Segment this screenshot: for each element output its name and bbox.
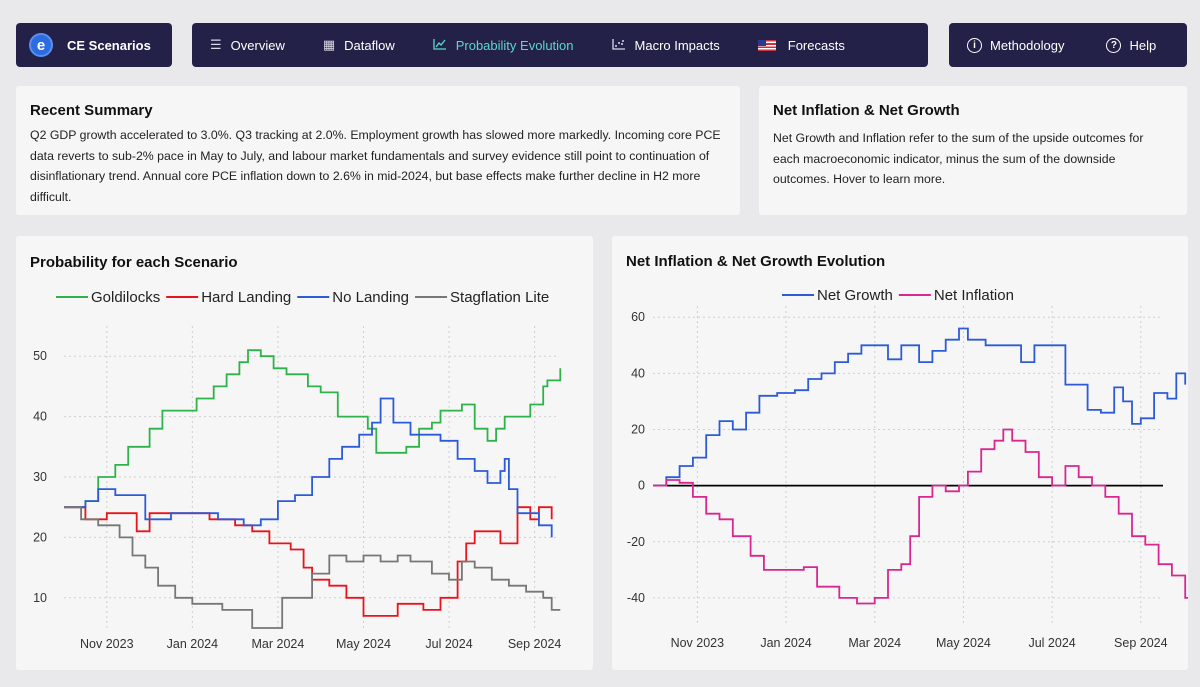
chart-legend: Net Growth Net Inflation <box>782 287 1014 304</box>
x-tick-label: May 2024 <box>936 636 991 650</box>
series-line-net-growth[interactable] <box>653 327 1187 487</box>
y-tick-label: 40 <box>631 366 645 380</box>
info-icon: i <box>967 37 982 53</box>
nav-item-forecasts[interactable]: Forecasts <box>757 37 845 53</box>
x-tick-label: Jan 2024 <box>167 637 218 651</box>
y-tick-label: 20 <box>33 530 47 544</box>
series-line-goldilocks[interactable] <box>64 349 562 509</box>
line-chart-icon <box>433 38 447 53</box>
probability-chart[interactable]: 10 20 30 40 50 Nov 2023 Jan 2024 Mar 2024 May 20… <box>16 236 593 670</box>
recent-summary-card: Recent Summary Q2 GDP growth accelerated… <box>16 86 740 215</box>
help-icon: ? <box>1106 37 1122 53</box>
x-tick-label: Mar 2024 <box>848 636 901 650</box>
brand-name: CE Scenarios <box>67 37 151 53</box>
right-nav: i Methodology ? Help <box>949 23 1187 67</box>
x-tick-label: Sep 2024 <box>508 637 562 651</box>
nav-item-overview[interactable]: ☰ Overview <box>210 37 285 53</box>
y-tick-label: -40 <box>627 591 645 605</box>
y-tick-label: 40 <box>33 410 47 424</box>
x-tick-label: Jul 2024 <box>425 637 472 651</box>
menu-icon: ☰ <box>210 37 222 52</box>
chart-legend: Goldilocks Hard Landing No Landing Stagflat… <box>56 289 549 306</box>
nav-item-macro-impacts[interactable]: Macro Impacts <box>611 37 720 53</box>
x-tick-label: Nov 2023 <box>671 636 725 650</box>
x-tick-label: Mar 2024 <box>252 637 305 651</box>
y-tick-label: 30 <box>33 470 47 484</box>
series-line-stagflation-lite[interactable] <box>64 506 561 629</box>
x-tick-label: Nov 2023 <box>80 637 134 651</box>
y-tick-label: -20 <box>627 535 645 549</box>
nav-item-label: Dataflow <box>344 37 395 53</box>
ce-logo-icon: e <box>29 33 53 57</box>
y-tick-label: 0 <box>638 479 645 493</box>
us-flag-icon <box>757 39 776 51</box>
probability-chart-title: Probability for each Scenario <box>30 254 238 271</box>
methodology-link[interactable]: i Methodology <box>967 37 1065 53</box>
series-line-hard-landing[interactable] <box>64 506 553 617</box>
net-info-card[interactable]: Net Inflation & Net Growth Net Growth an… <box>759 86 1187 215</box>
help-label: Help <box>1129 37 1157 53</box>
net-evolution-chart-title: Net Inflation & Net Growth Evolution <box>626 253 886 270</box>
net-evolution-chart[interactable]: -40 -20 0 20 40 60 Nov 2023 Jan 2024 Mar 2024 May… <box>612 236 1188 670</box>
legend-label[interactable]: No Landing <box>332 289 409 306</box>
legend-label[interactable]: Net Inflation <box>934 287 1014 304</box>
summary-title: Recent Summary <box>30 102 153 119</box>
probability-chart-card: Probability for each Scenario 10 20 30 40 50… <box>16 236 593 670</box>
nav-item-label: Probability Evolution <box>455 37 574 53</box>
y-tick-label: 50 <box>33 349 47 363</box>
scatter-chart-icon <box>611 38 626 53</box>
main-nav: ☰ Overview ▦ Dataflow Probability Evolut… <box>192 23 928 67</box>
net-evolution-chart-card: Net Inflation & Net Growth Evolution -40… <box>612 236 1188 670</box>
legend-label[interactable]: Stagflation Lite <box>450 289 549 306</box>
series-line-no-landing[interactable] <box>64 397 553 538</box>
methodology-label: Methodology <box>990 37 1065 53</box>
legend-label[interactable]: Net Growth <box>817 287 893 304</box>
nav-item-label: Macro Impacts <box>634 37 720 53</box>
nav-item-label: Forecasts <box>787 37 845 53</box>
legend-label[interactable]: Hard Landing <box>201 289 291 306</box>
x-tick-label: Sep 2024 <box>1114 636 1168 650</box>
net-info-title: Net Inflation & Net Growth <box>773 102 960 119</box>
brand-bar[interactable]: e CE Scenarios <box>16 23 172 67</box>
help-link[interactable]: ? Help <box>1106 37 1157 53</box>
summary-text: Q2 GDP growth accelerated to 3.0%. Q3 tr… <box>30 128 721 204</box>
y-tick-label: 20 <box>631 423 645 437</box>
x-tick-label: May 2024 <box>336 637 391 651</box>
nav-item-probability-evolution[interactable]: Probability Evolution <box>433 38 574 53</box>
nav-item-dataflow[interactable]: ▦ Dataflow <box>323 37 395 53</box>
legend-label[interactable]: Goldilocks <box>91 289 160 306</box>
nav-item-label: Overview <box>230 37 285 53</box>
y-tick-label: 10 <box>33 591 47 605</box>
y-tick-label: 60 <box>631 310 645 324</box>
series-line-net-inflation[interactable] <box>653 428 1188 610</box>
x-tick-label: Jan 2024 <box>760 636 811 650</box>
table-icon: ▦ <box>322 37 336 52</box>
x-tick-label: Jul 2024 <box>1028 636 1075 650</box>
net-info-text: Net Growth and Inflation refer to the su… <box>773 131 1144 186</box>
